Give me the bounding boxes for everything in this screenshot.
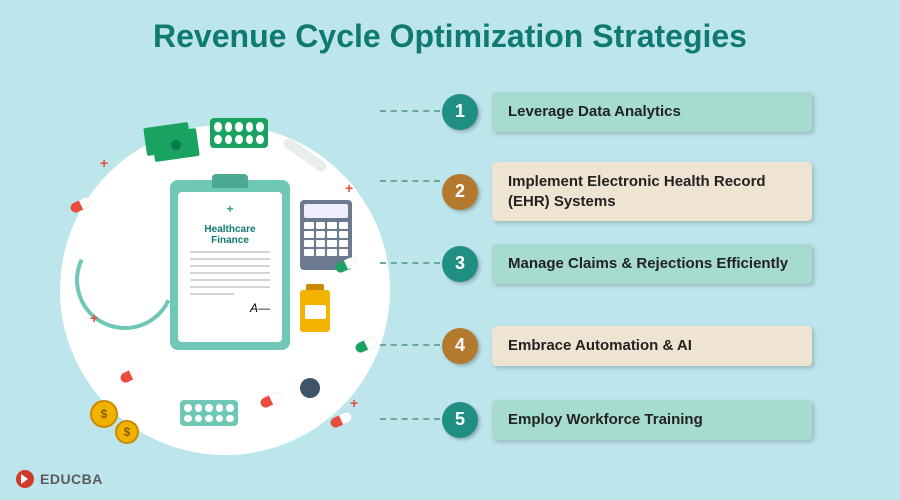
clipboard-paper-title: Healthcare Finance (190, 224, 270, 246)
strategy-number-badge: 4 (442, 328, 478, 364)
strategy-card: Employ Workforce Training (492, 400, 812, 440)
clipboard-icon: + Healthcare Finance A— (170, 180, 290, 350)
strategy-row: 5 Employ Workforce Training (442, 400, 812, 440)
strategy-card: Implement Electronic Health Record (EHR)… (492, 162, 812, 221)
strategy-row: 1 Leverage Data Analytics (442, 92, 812, 132)
strategy-card: Leverage Data Analytics (492, 92, 812, 132)
strategy-row: 2 Implement Electronic Health Record (EHR… (442, 162, 812, 221)
brand-play-icon (16, 470, 34, 488)
connector-line (380, 110, 440, 112)
medicine-bottle-icon (300, 290, 330, 332)
plus-icon: + (100, 155, 108, 171)
clipboard-paper: + Healthcare Finance A— (178, 192, 282, 342)
paper-line (190, 272, 270, 274)
paper-line (190, 293, 234, 295)
brand-text: EDUCBA (40, 471, 103, 487)
strategy-number-badge: 2 (442, 174, 478, 210)
medical-cross-icon: + (190, 202, 270, 216)
stethoscope-head-icon (300, 378, 320, 398)
paper-line (190, 251, 270, 253)
signature: A— (190, 301, 270, 315)
plus-icon: + (350, 395, 358, 411)
strategy-card: Embrace Automation & AI (492, 326, 812, 366)
clipboard-clip (212, 174, 248, 188)
strategy-row: 3 Manage Claims & Rejections Efficiently (442, 244, 812, 284)
coin-icon: $ (90, 400, 118, 428)
strategy-card: Manage Claims & Rejections Efficiently (492, 244, 812, 284)
connector-line (380, 344, 440, 346)
paper-line (190, 265, 270, 267)
page-title: Revenue Cycle Optimization Strategies (0, 18, 900, 55)
brand-logo: EDUCBA (16, 470, 103, 488)
connector-line (380, 180, 440, 182)
strategy-row: 4 Embrace Automation & AI (442, 326, 812, 366)
pill-blister-icon (180, 400, 238, 426)
strategy-number-badge: 5 (442, 402, 478, 438)
infographic-canvas: Revenue Cycle Optimization Strategies + … (0, 0, 900, 500)
plus-icon: + (90, 310, 98, 326)
connector-line (380, 262, 440, 264)
pill-blister-icon (210, 118, 268, 148)
plus-icon: + (345, 180, 353, 196)
coin-icon: $ (115, 420, 139, 444)
strategy-number-badge: 1 (442, 94, 478, 130)
connector-line (380, 418, 440, 420)
paper-line (190, 258, 270, 260)
strategy-number-badge: 3 (442, 246, 478, 282)
paper-line (190, 279, 270, 281)
paper-line (190, 286, 270, 288)
